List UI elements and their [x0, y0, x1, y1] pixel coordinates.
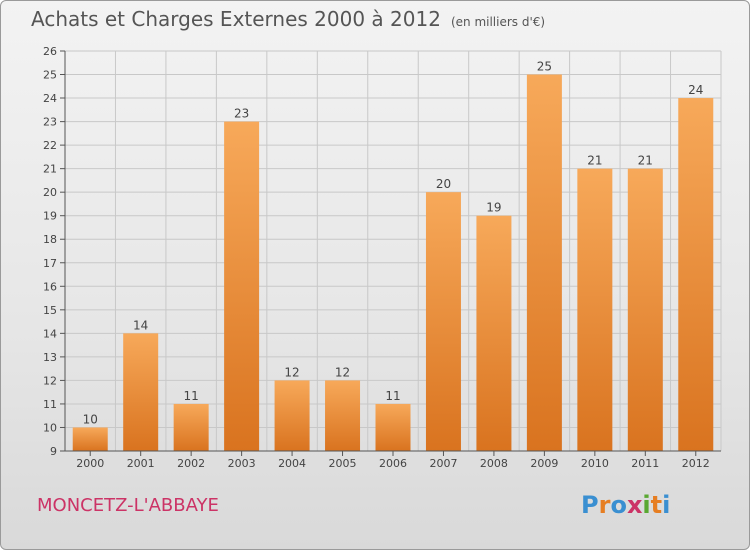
y-tick-label: 20 [43, 186, 57, 199]
bar [678, 98, 714, 451]
bar-value-label: 21 [587, 154, 602, 168]
bar-value-label: 24 [688, 83, 703, 97]
bar [627, 168, 663, 451]
x-tick-label: 2001 [127, 457, 155, 470]
x-tick-label: 2000 [76, 457, 104, 470]
bar [375, 403, 411, 451]
bar-value-label: 21 [638, 154, 653, 168]
proxiti-logo: Proxiti [581, 491, 670, 519]
x-tick-label: 2006 [379, 457, 407, 470]
chart-title-text: Achats et Charges Externes 2000 à 2012 [31, 7, 441, 31]
chart-title: Achats et Charges Externes 2000 à 2012 (e… [31, 7, 545, 31]
y-tick-label: 12 [43, 374, 57, 387]
chart-unit-note: (en milliers d'€) [450, 15, 546, 29]
y-tick-label: 9 [50, 445, 57, 458]
y-tick-label: 21 [43, 163, 57, 176]
y-tick-label: 14 [43, 327, 57, 340]
bar [476, 215, 512, 451]
logo-letter: i [642, 491, 651, 519]
y-tick-label: 18 [43, 233, 57, 246]
logo-letter: x [626, 491, 643, 519]
x-tick-label: 2003 [228, 457, 256, 470]
bar [72, 427, 108, 451]
y-tick-label: 11 [43, 398, 57, 411]
commune-name: MONCETZ-L'ABBAYE [37, 495, 219, 516]
y-tick-label: 15 [43, 304, 57, 317]
x-tick-label: 2012 [682, 457, 710, 470]
bar [224, 121, 260, 452]
axes [60, 50, 721, 456]
bar [526, 74, 562, 451]
bar-value-label: 12 [284, 365, 299, 379]
y-tick-label: 16 [43, 280, 57, 293]
x-tick-label: 2010 [581, 457, 609, 470]
logo-letter: t [650, 491, 663, 519]
logo-letter: o [610, 491, 627, 519]
y-tick-label: 23 [43, 116, 57, 129]
y-tick-label: 22 [43, 139, 57, 152]
logo-letter: P [581, 491, 599, 519]
bar [123, 333, 159, 451]
y-tick-label: 24 [43, 92, 57, 105]
bar-value-label: 14 [133, 318, 148, 332]
y-tick-label: 19 [43, 210, 57, 223]
x-tick-label: 2007 [429, 457, 457, 470]
bar [425, 192, 461, 452]
bar-value-label: 25 [537, 60, 552, 74]
x-tick-label: 2008 [480, 457, 508, 470]
logo-letter: r [598, 491, 611, 519]
bar-value-label: 19 [486, 201, 501, 215]
x-tick-label: 2011 [631, 457, 659, 470]
bar [274, 380, 310, 451]
bar-value-label: 23 [234, 107, 249, 121]
bar-value-label: 11 [385, 389, 400, 403]
x-tick-label: 2005 [329, 457, 357, 470]
logo-letter: i [662, 491, 671, 519]
bar-value-label: 20 [436, 177, 451, 191]
x-tick-label: 2004 [278, 457, 306, 470]
y-tick-label: 26 [43, 45, 57, 58]
y-tick-label: 25 [43, 69, 57, 82]
bar-value-label: 11 [184, 389, 199, 403]
bar [577, 168, 613, 451]
x-tick-label: 2002 [177, 457, 205, 470]
x-tick-label: 2009 [530, 457, 558, 470]
bar-value-label: 10 [83, 412, 98, 426]
y-tick-label: 13 [43, 351, 57, 364]
bars [72, 74, 714, 452]
bar [325, 380, 361, 451]
y-tick-label: 17 [43, 257, 57, 270]
bar-value-label: 12 [335, 365, 350, 379]
y-tick-label: 10 [43, 421, 57, 434]
labels: 9 10 11 12 13 14 15 16 17 18 19 20 21 22 23 24 25 26 10 200… [43, 45, 710, 470]
bar [173, 403, 209, 451]
